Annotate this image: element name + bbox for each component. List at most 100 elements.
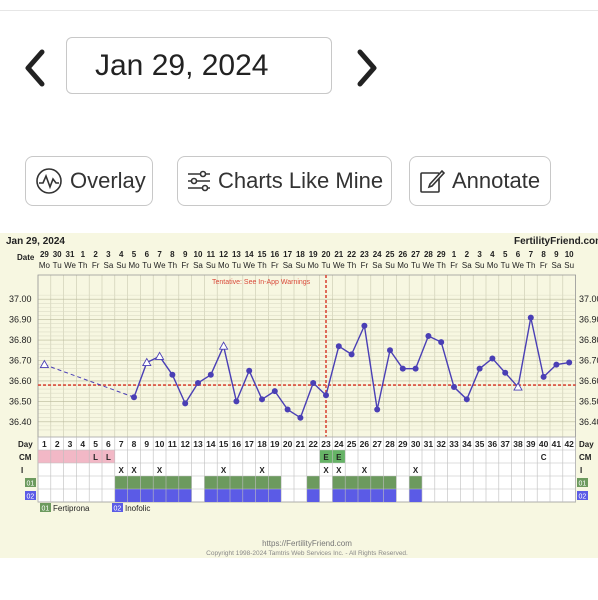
day-number: 40: [539, 439, 549, 449]
temperature-point: [399, 365, 406, 372]
date-label: 29: [437, 250, 446, 259]
weekday-label: Sa: [104, 261, 114, 270]
day-number: 9: [144, 439, 149, 449]
top-divider: [0, 10, 598, 11]
weekday-label: Mo: [487, 261, 499, 270]
date-label: 15: [258, 250, 267, 259]
weekday-label: Fr: [271, 261, 279, 270]
date-label: 19: [309, 250, 318, 259]
annotate-button[interactable]: Annotate: [409, 156, 551, 206]
footer-url: https://FertilityFriend.com: [262, 539, 352, 548]
weekday-label: Tu: [142, 261, 151, 270]
weekday-label: Tu: [232, 261, 241, 270]
temperature-line: [389, 349, 404, 370]
legend-label: Inofolic: [125, 504, 150, 513]
date-label: 9: [554, 250, 559, 259]
date-label: 2: [93, 250, 98, 259]
overlay-button[interactable]: Overlay: [25, 156, 153, 206]
date-label: 22: [347, 250, 356, 259]
temperature-point: [131, 394, 137, 401]
temperature-point: [207, 371, 214, 378]
charts-like-mine-button[interactable]: Charts Like Mine: [177, 156, 392, 206]
weekday-label: Mo: [397, 261, 409, 270]
cm-value: E: [323, 453, 329, 462]
date-label: 7: [529, 250, 534, 259]
chevron-left-icon: [25, 49, 45, 87]
cm-value: E: [336, 453, 342, 462]
date-label: 5: [503, 250, 508, 259]
day-number: 26: [360, 439, 370, 449]
date-label: 10: [565, 250, 574, 259]
day-number: 36: [488, 439, 498, 449]
inofolic-cell: [332, 489, 346, 502]
day-number: 5: [93, 439, 98, 449]
i-row-label: I: [21, 466, 23, 475]
temperature-point: [374, 406, 381, 413]
day-number: 35: [475, 439, 485, 449]
inofolic-cell: [153, 489, 166, 502]
y-tick-label-right: 36.80: [579, 335, 598, 345]
menses-cell: [102, 450, 115, 463]
open-temperature-point: [513, 382, 523, 391]
next-day-button[interactable]: [352, 48, 382, 88]
medication-code-right: 02: [579, 494, 587, 501]
day-number: 21: [296, 439, 306, 449]
temperature-line: [350, 325, 366, 355]
temperature-gap-line: [44, 364, 135, 398]
temperature-line: [222, 346, 238, 402]
day-number: 27: [372, 439, 382, 449]
menses-cell: [63, 450, 77, 463]
temperature-point: [233, 398, 240, 405]
weekday-label: Mo: [308, 261, 320, 270]
date-label: 24: [373, 250, 382, 259]
date-label: 25: [386, 250, 395, 259]
date-label: 10: [194, 250, 203, 259]
weekday-label: Th: [526, 261, 535, 270]
medication-code-box: [25, 491, 36, 500]
date-label: 9: [183, 250, 188, 259]
intercourse-mark: X: [157, 466, 163, 475]
intercourse-mark: X: [413, 466, 419, 475]
temperature-line: [363, 325, 378, 410]
day-number: 20: [283, 439, 293, 449]
temperature-line: [133, 362, 148, 398]
date-label: 20: [322, 250, 331, 259]
medication-code-box: [25, 478, 36, 487]
fertiprona-cell: [306, 476, 320, 489]
weekday-label: Sa: [462, 261, 472, 270]
weekday-label: We: [512, 261, 524, 270]
y-tick-label-right: 36.40: [579, 417, 598, 427]
weekday-label: Su: [564, 261, 574, 270]
fertiprona-cell: [127, 476, 141, 489]
temperature-point: [169, 371, 176, 378]
weekday-label: Th: [437, 261, 446, 270]
fertiprona-cell: [370, 476, 384, 489]
previous-day-button[interactable]: [20, 48, 50, 88]
medication-code: 02: [27, 494, 35, 501]
fertiprona-cell: [178, 476, 192, 489]
temperature-point: [284, 406, 291, 413]
date-selector[interactable]: Jan 29, 2024: [66, 37, 332, 94]
day-number: 8: [132, 439, 137, 449]
day-number: 17: [244, 439, 254, 449]
cm-value: C: [541, 453, 547, 462]
day-number: 42: [564, 439, 574, 449]
open-temperature-point: [218, 341, 229, 350]
inofolic-cell: [345, 489, 358, 502]
temperature-point: [195, 379, 201, 386]
menses-cell: [38, 450, 51, 463]
day-number: 18: [257, 439, 267, 449]
fertiprona-cell: [153, 476, 166, 489]
weekday-label: Su: [296, 261, 306, 270]
day-number: 12: [180, 439, 190, 449]
fertiprona-cell: [166, 476, 179, 489]
inofolic-cell: [166, 489, 179, 502]
date-label: 1: [81, 250, 86, 259]
y-tick-label-left: 36.50: [9, 396, 32, 406]
cm-row-label-right: CM: [579, 453, 592, 462]
weekday-label: Mo: [218, 261, 230, 270]
day-number: 3: [68, 439, 73, 449]
fertiprona-cell: [255, 476, 269, 489]
fertility-chart: Jan 29, 2024 FertilityFriend.com Date 29 Mo 3…: [0, 233, 598, 558]
weekday-label: Mo: [39, 261, 51, 270]
